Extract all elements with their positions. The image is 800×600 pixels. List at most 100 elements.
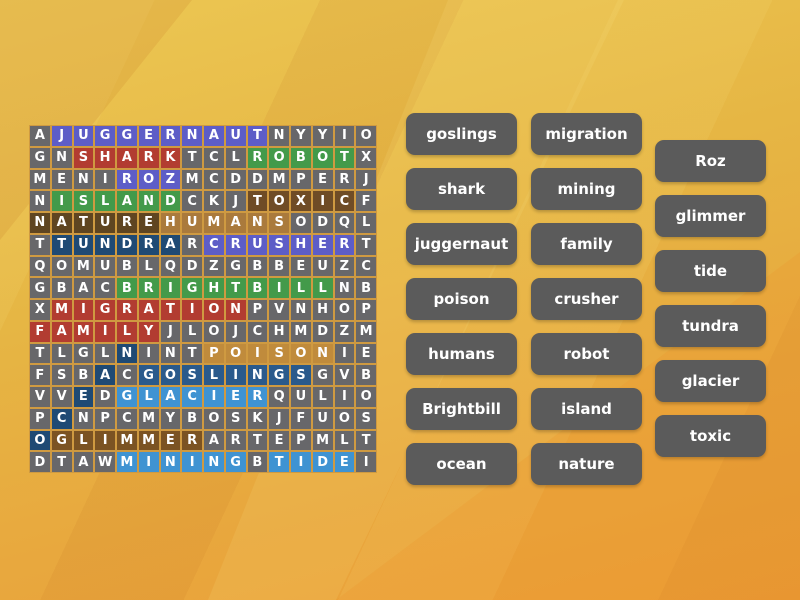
grid-cell-r6-c16[interactable]: T xyxy=(356,234,376,255)
grid-cell-r9-c8[interactable]: I xyxy=(182,300,202,320)
grid-cell-r3-c8[interactable]: M xyxy=(182,169,202,190)
grid-cell-r2-c5[interactable]: A xyxy=(117,147,137,168)
grid-cell-r3-c14[interactable]: E xyxy=(312,169,333,190)
grid-cell-r4-c2[interactable]: I xyxy=(51,191,72,211)
grid-cell-r7-c1[interactable]: Q xyxy=(30,256,50,277)
grid-cell-r1-c1[interactable]: A xyxy=(30,126,50,146)
grid-cell-r12-c2[interactable]: S xyxy=(51,365,72,385)
grid-cell-r14-c4[interactable]: P xyxy=(95,408,115,429)
grid-cell-r16-c8[interactable]: I xyxy=(182,452,202,472)
grid-cell-r5-c16[interactable]: L xyxy=(356,213,376,233)
grid-cell-r6-c3[interactable]: U xyxy=(73,234,94,255)
grid-cell-r8-c6[interactable]: R xyxy=(138,278,159,298)
grid-cell-r14-c6[interactable]: M xyxy=(138,408,159,429)
grid-cell-r4-c5[interactable]: A xyxy=(117,191,137,211)
grid-cell-r7-c11[interactable]: B xyxy=(247,256,268,277)
grid-cell-r13-c5[interactable]: G xyxy=(117,387,137,407)
grid-cell-r5-c3[interactable]: T xyxy=(73,213,94,233)
grid-cell-r4-c11[interactable]: T xyxy=(247,191,268,211)
grid-cell-r1-c11[interactable]: T xyxy=(247,126,268,146)
grid-cell-r8-c14[interactable]: L xyxy=(312,278,333,298)
grid-cell-r1-c5[interactable]: G xyxy=(117,126,137,146)
grid-cell-r16-c6[interactable]: I xyxy=(138,452,159,472)
grid-cell-r5-c9[interactable]: M xyxy=(204,213,224,233)
grid-cell-r12-c4[interactable]: A xyxy=(95,365,115,385)
grid-cell-r8-c8[interactable]: G xyxy=(182,278,202,298)
grid-cell-r15-c16[interactable]: T xyxy=(356,430,376,451)
grid-cell-r15-c10[interactable]: R xyxy=(225,430,246,451)
grid-cell-r5-c14[interactable]: D xyxy=(312,213,333,233)
grid-cell-r4-c6[interactable]: N xyxy=(138,191,159,211)
grid-cell-r3-c15[interactable]: R xyxy=(334,169,355,190)
grid-cell-r4-c8[interactable]: C xyxy=(182,191,202,211)
grid-cell-r1-c6[interactable]: E xyxy=(138,126,159,146)
grid-cell-r1-c3[interactable]: U xyxy=(73,126,94,146)
grid-cell-r1-c4[interactable]: G xyxy=(95,126,115,146)
grid-cell-r12-c9[interactable]: L xyxy=(204,365,224,385)
grid-cell-r2-c13[interactable]: B xyxy=(291,147,311,168)
grid-cell-r15-c9[interactable]: A xyxy=(204,430,224,451)
grid-cell-r14-c11[interactable]: K xyxy=(247,408,268,429)
grid-cell-r6-c11[interactable]: U xyxy=(247,234,268,255)
grid-cell-r3-c13[interactable]: P xyxy=(291,169,311,190)
grid-cell-r9-c16[interactable]: P xyxy=(356,300,376,320)
grid-cell-r5-c8[interactable]: U xyxy=(182,213,202,233)
grid-cell-r10-c8[interactable]: L xyxy=(182,321,202,342)
grid-cell-r12-c8[interactable]: S xyxy=(182,365,202,385)
grid-cell-r3-c11[interactable]: D xyxy=(247,169,268,190)
grid-cell-r8-c1[interactable]: G xyxy=(30,278,50,298)
grid-cell-r10-c5[interactable]: L xyxy=(117,321,137,342)
grid-cell-r10-c14[interactable]: D xyxy=(312,321,333,342)
grid-cell-r1-c13[interactable]: Y xyxy=(291,126,311,146)
grid-cell-r2-c8[interactable]: T xyxy=(182,147,202,168)
grid-cell-r6-c5[interactable]: D xyxy=(117,234,137,255)
grid-cell-r15-c5[interactable]: M xyxy=(117,430,137,451)
grid-cell-r11-c15[interactable]: I xyxy=(334,343,355,364)
grid-cell-r9-c7[interactable]: T xyxy=(160,300,181,320)
grid-cell-r8-c13[interactable]: L xyxy=(291,278,311,298)
grid-cell-r16-c10[interactable]: G xyxy=(225,452,246,472)
grid-cell-r13-c12[interactable]: Q xyxy=(269,387,289,407)
grid-cell-r16-c16[interactable]: I xyxy=(356,452,376,472)
grid-cell-r12-c3[interactable]: B xyxy=(73,365,94,385)
grid-cell-r6-c13[interactable]: H xyxy=(291,234,311,255)
grid-cell-r16-c11[interactable]: B xyxy=(247,452,268,472)
grid-cell-r13-c8[interactable]: C xyxy=(182,387,202,407)
grid-cell-r2-c4[interactable]: H xyxy=(95,147,115,168)
grid-cell-r3-c7[interactable]: Z xyxy=(160,169,181,190)
grid-cell-r1-c14[interactable]: Y xyxy=(312,126,333,146)
grid-cell-r12-c15[interactable]: V xyxy=(334,365,355,385)
grid-cell-r4-c10[interactable]: J xyxy=(225,191,246,211)
grid-cell-r16-c15[interactable]: E xyxy=(334,452,355,472)
grid-cell-r13-c6[interactable]: L xyxy=(138,387,159,407)
grid-cell-r5-c12[interactable]: S xyxy=(269,213,289,233)
grid-cell-r13-c3[interactable]: E xyxy=(73,387,94,407)
grid-cell-r16-c14[interactable]: D xyxy=(312,452,333,472)
grid-cell-r16-c7[interactable]: N xyxy=(160,452,181,472)
grid-cell-r10-c11[interactable]: C xyxy=(247,321,268,342)
grid-cell-r5-c1[interactable]: N xyxy=(30,213,50,233)
grid-cell-r12-c10[interactable]: I xyxy=(225,365,246,385)
grid-cell-r2-c2[interactable]: N xyxy=(51,147,72,168)
grid-cell-r2-c14[interactable]: O xyxy=(312,147,333,168)
grid-cell-r8-c9[interactable]: H xyxy=(204,278,224,298)
grid-cell-r2-c10[interactable]: L xyxy=(225,147,246,168)
grid-cell-r1-c9[interactable]: A xyxy=(204,126,224,146)
grid-cell-r2-c1[interactable]: G xyxy=(30,147,50,168)
grid-cell-r15-c12[interactable]: E xyxy=(269,430,289,451)
grid-cell-r5-c7[interactable]: H xyxy=(160,213,181,233)
grid-cell-r13-c16[interactable]: O xyxy=(356,387,376,407)
grid-cell-r16-c3[interactable]: A xyxy=(73,452,94,472)
grid-cell-r15-c1[interactable]: O xyxy=(30,430,50,451)
grid-cell-r6-c9[interactable]: C xyxy=(204,234,224,255)
grid-cell-r3-c1[interactable]: M xyxy=(30,169,50,190)
grid-cell-r3-c10[interactable]: D xyxy=(225,169,246,190)
grid-cell-r8-c2[interactable]: B xyxy=(51,278,72,298)
grid-cell-r15-c6[interactable]: M xyxy=(138,430,159,451)
grid-cell-r9-c4[interactable]: G xyxy=(95,300,115,320)
grid-cell-r6-c7[interactable]: A xyxy=(160,234,181,255)
grid-cell-r7-c4[interactable]: U xyxy=(95,256,115,277)
grid-cell-r2-c11[interactable]: R xyxy=(247,147,268,168)
grid-cell-r15-c15[interactable]: L xyxy=(334,430,355,451)
grid-cell-r6-c14[interactable]: E xyxy=(312,234,333,255)
